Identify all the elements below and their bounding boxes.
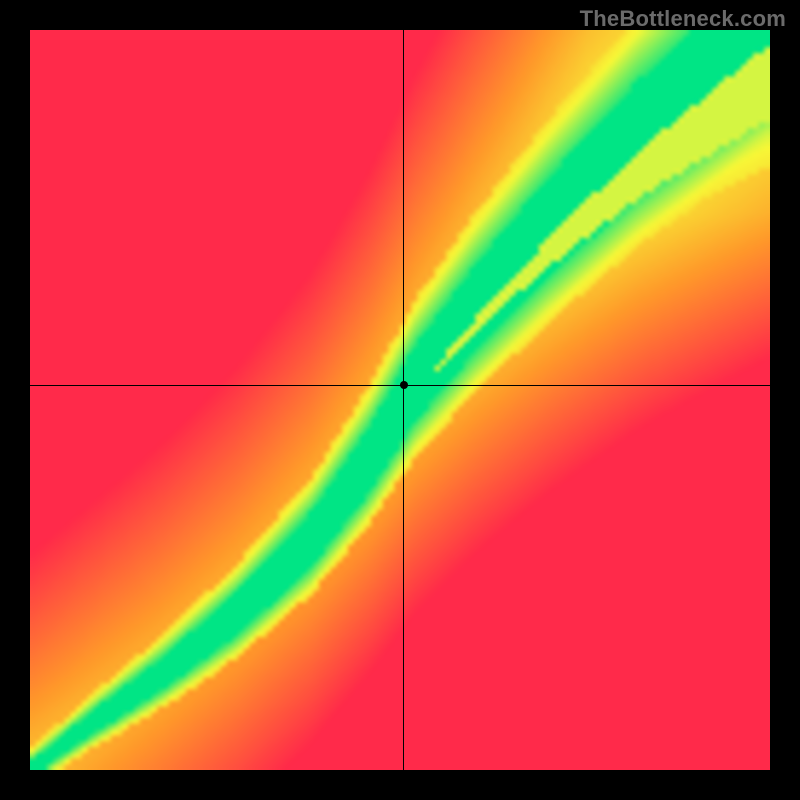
crosshair-vertical <box>403 30 404 770</box>
watermark-text: TheBottleneck.com <box>580 6 786 32</box>
heatmap-canvas <box>30 30 770 770</box>
marker-dot <box>400 381 408 389</box>
figure-container: TheBottleneck.com <box>0 0 800 800</box>
